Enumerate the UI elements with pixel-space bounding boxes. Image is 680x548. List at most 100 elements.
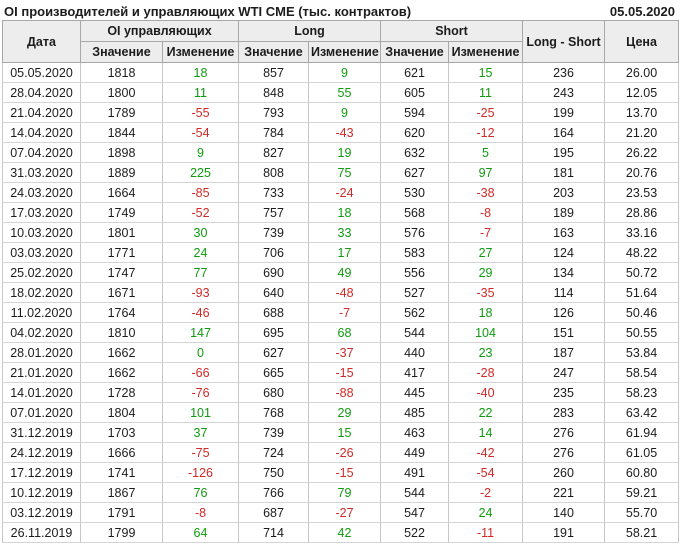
titlebar: OI производителей и управляющих WTI CME … <box>0 0 680 20</box>
long-value-cell: 857 <box>238 62 309 83</box>
date-cell: 03.12.2019 <box>2 502 81 523</box>
short-value-cell: 568 <box>380 202 450 223</box>
price-cell: 23.53 <box>604 182 680 203</box>
date-cell: 26.11.2019 <box>2 522 81 543</box>
long-change-cell: 49 <box>307 262 382 283</box>
long-value-cell: 733 <box>238 182 309 203</box>
short-change-cell: 27 <box>448 242 524 263</box>
short-value-cell: 556 <box>380 262 450 283</box>
subcol-oi-change: Изменение <box>162 41 239 63</box>
oi-change-cell: -52 <box>162 202 239 223</box>
long-short-cell: 260 <box>522 462 606 483</box>
price-cell: 58.21 <box>604 522 680 543</box>
short-change-cell: 22 <box>448 402 524 423</box>
short-value-cell: 605 <box>380 82 450 103</box>
oi-value-cell: 1728 <box>80 382 163 403</box>
oi-change-cell: -75 <box>162 442 239 463</box>
short-change-cell: 14 <box>448 422 524 443</box>
long-short-cell: 276 <box>522 422 606 443</box>
oi-value-cell: 1799 <box>80 522 163 543</box>
long-value-cell: 750 <box>238 462 309 483</box>
short-value-cell: 485 <box>380 402 450 423</box>
oi-value-cell: 1771 <box>80 242 163 263</box>
oi-change-cell: -8 <box>162 502 239 523</box>
long-short-cell: 164 <box>522 122 606 143</box>
oi-change-cell: 147 <box>162 322 239 343</box>
long-change-cell: -88 <box>307 382 382 403</box>
short-change-cell: -28 <box>448 362 524 383</box>
long-change-cell: 19 <box>307 142 382 163</box>
long-change-cell: 55 <box>307 82 382 103</box>
long-change-cell: 42 <box>307 522 382 543</box>
oi-value-cell: 1789 <box>80 102 163 123</box>
short-value-cell: 445 <box>380 382 450 403</box>
oi-change-cell: 24 <box>162 242 239 263</box>
table-header: Дата OI управляющих Long Short Long - Sh… <box>2 20 680 63</box>
oi-change-cell: -93 <box>162 282 239 303</box>
long-change-cell: 9 <box>307 62 382 83</box>
price-cell: 21.20 <box>604 122 680 143</box>
date-cell: 21.04.2020 <box>2 102 81 123</box>
date-cell: 18.02.2020 <box>2 282 81 303</box>
short-change-cell: -38 <box>448 182 524 203</box>
short-change-cell: -7 <box>448 222 524 243</box>
short-change-cell: 24 <box>448 502 524 523</box>
long-change-cell: -7 <box>307 302 382 323</box>
price-cell: 51.64 <box>604 282 680 303</box>
short-change-cell: 104 <box>448 322 524 343</box>
long-change-cell: 29 <box>307 402 382 423</box>
table-row: 21.01.2020 1662 -66 665 -15 417 -28 247 58.54 <box>2 362 680 383</box>
long-value-cell: 706 <box>238 242 309 263</box>
oi-change-cell: 64 <box>162 522 239 543</box>
long-short-cell: 124 <box>522 242 606 263</box>
short-value-cell: 440 <box>380 342 450 363</box>
table-row: 03.12.2019 1791 -8 687 -27 547 24 140 55.70 <box>2 502 680 523</box>
table-row: 07.04.2020 1898 9 827 19 632 5 195 26.22 <box>2 142 680 163</box>
subcol-short-value: Значение <box>380 41 450 63</box>
oi-change-cell: 30 <box>162 222 239 243</box>
long-short-cell: 243 <box>522 82 606 103</box>
long-short-cell: 163 <box>522 222 606 243</box>
short-change-cell: -8 <box>448 202 524 223</box>
short-change-cell: 23 <box>448 342 524 363</box>
long-value-cell: 757 <box>238 202 309 223</box>
long-change-cell: -27 <box>307 502 382 523</box>
price-cell: 61.05 <box>604 442 680 463</box>
oi-change-cell: 18 <box>162 62 239 83</box>
short-value-cell: 594 <box>380 102 450 123</box>
table-body: 05.05.2020 1818 18 857 9 621 15 236 26.00 28.04.2… <box>2 62 680 543</box>
oi-change-cell: -126 <box>162 462 239 483</box>
oi-value-cell: 1662 <box>80 342 163 363</box>
cot-table: Дата OI управляющих Long Short Long - Sh… <box>2 20 680 543</box>
table-row: 24.12.2019 1666 -75 724 -26 449 -42 276 61.05 <box>2 442 680 463</box>
oi-value-cell: 1764 <box>80 302 163 323</box>
table-row: 17.12.2019 1741 -126 750 -15 491 -54 260 60.80 <box>2 462 680 483</box>
oi-value-cell: 1741 <box>80 462 163 483</box>
price-cell: 20.76 <box>604 162 680 183</box>
oi-value-cell: 1749 <box>80 202 163 223</box>
short-change-cell: -25 <box>448 102 524 123</box>
short-value-cell: 621 <box>380 62 450 83</box>
long-value-cell: 687 <box>238 502 309 523</box>
oi-value-cell: 1662 <box>80 362 163 383</box>
price-cell: 48.22 <box>604 242 680 263</box>
price-cell: 60.80 <box>604 462 680 483</box>
long-value-cell: 739 <box>238 222 309 243</box>
long-change-cell: 33 <box>307 222 382 243</box>
table-row: 17.03.2020 1749 -52 757 18 568 -8 189 28.86 <box>2 202 680 223</box>
short-value-cell: 544 <box>380 322 450 343</box>
table-row: 04.02.2020 1810 147 695 68 544 104 151 50.55 <box>2 322 680 343</box>
subcol-short-change: Изменение <box>448 41 524 63</box>
price-cell: 59.21 <box>604 482 680 503</box>
date-cell: 04.02.2020 <box>2 322 81 343</box>
long-change-cell: -48 <box>307 282 382 303</box>
long-short-cell: 187 <box>522 342 606 363</box>
price-cell: 58.54 <box>604 362 680 383</box>
long-short-cell: 203 <box>522 182 606 203</box>
oi-value-cell: 1889 <box>80 162 163 183</box>
long-short-cell: 235 <box>522 382 606 403</box>
short-value-cell: 562 <box>380 302 450 323</box>
table-row: 24.03.2020 1664 -85 733 -24 530 -38 203 23.53 <box>2 182 680 203</box>
oi-value-cell: 1844 <box>80 122 163 143</box>
oi-value-cell: 1800 <box>80 82 163 103</box>
